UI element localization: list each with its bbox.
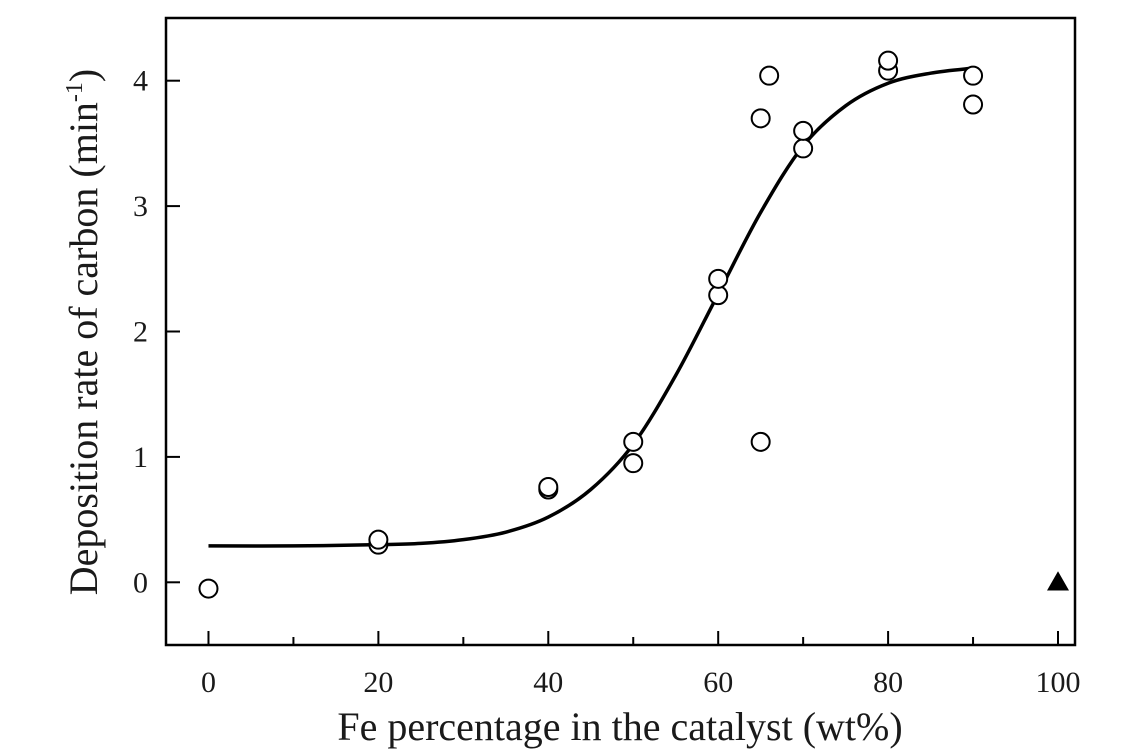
data-point bbox=[793, 120, 814, 141]
x-tick-label: 0 bbox=[201, 666, 216, 699]
x-tick-label: 40 bbox=[533, 666, 563, 699]
x-axis-ticks: 0 20 40 60 80 100 bbox=[201, 631, 1081, 699]
x-tick-label: 60 bbox=[703, 666, 733, 699]
y-axis-ticks: 0 1 2 3 4 bbox=[133, 65, 180, 599]
data-point-triangle bbox=[1047, 571, 1070, 591]
y-tick-label: 4 bbox=[133, 65, 148, 98]
data-point bbox=[708, 268, 729, 289]
x-tick-label: 100 bbox=[1036, 666, 1081, 699]
data-point bbox=[368, 529, 389, 550]
data-point bbox=[793, 138, 814, 159]
data-points-layer bbox=[198, 50, 1070, 599]
data-point bbox=[623, 431, 644, 452]
data-point bbox=[750, 431, 771, 452]
x-tick-label: 80 bbox=[873, 666, 903, 699]
x-axis-title: Fe percentage in the catalyst (wt%) bbox=[337, 704, 902, 749]
y-axis-title-close: ) bbox=[61, 69, 106, 82]
plot-frame bbox=[164, 16, 1077, 647]
y-tick-label: 2 bbox=[133, 316, 148, 349]
data-point bbox=[538, 476, 559, 497]
y-axis-title-main: Deposition rate of carbon (min bbox=[61, 102, 106, 595]
data-point bbox=[198, 578, 219, 599]
data-point bbox=[623, 453, 644, 474]
y-axis-title: Deposition rate of carbon (min-1) bbox=[61, 69, 106, 596]
y-tick-label: 3 bbox=[133, 190, 148, 223]
data-point bbox=[963, 65, 984, 86]
y-axis-title-superscript: -1 bbox=[62, 82, 88, 102]
data-point bbox=[963, 94, 984, 115]
y-tick-label: 1 bbox=[133, 441, 148, 474]
data-point bbox=[878, 50, 899, 71]
fit-curve bbox=[208, 66, 974, 548]
data-point bbox=[750, 108, 771, 129]
x-tick-label: 20 bbox=[363, 666, 393, 699]
data-point bbox=[708, 285, 729, 306]
y-tick-label: 0 bbox=[133, 566, 148, 599]
fit-curve-layer bbox=[208, 66, 974, 548]
data-point bbox=[759, 65, 780, 86]
